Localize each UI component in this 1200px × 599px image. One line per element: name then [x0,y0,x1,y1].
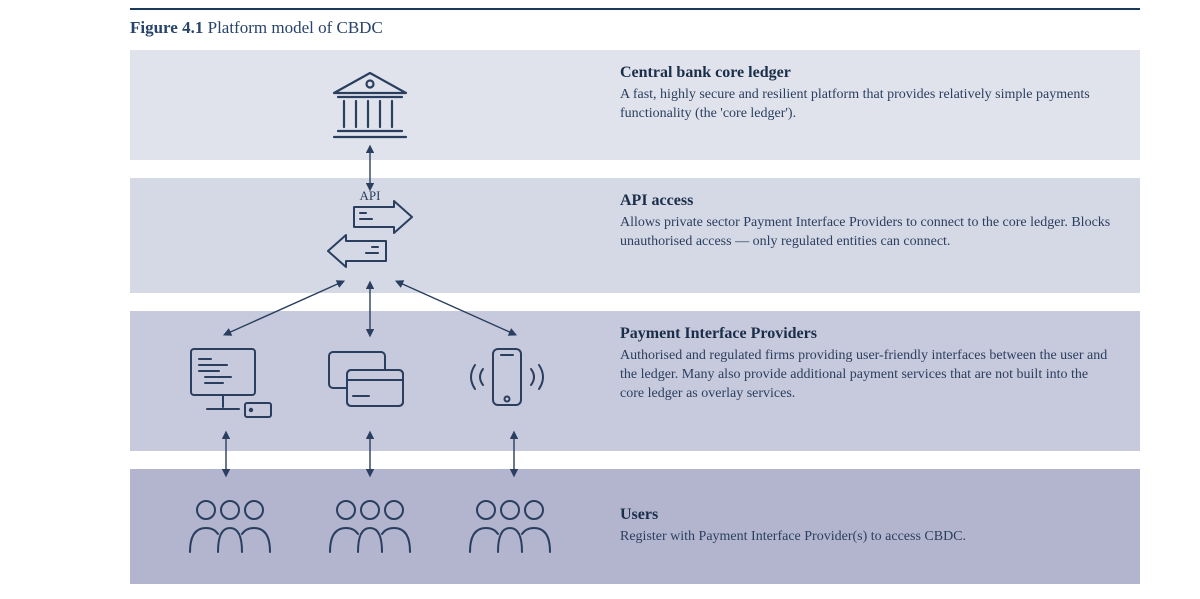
figure-number: Figure 4.1 [130,18,203,37]
desc-users: Register with Payment Interface Provider… [620,528,1112,547]
users-group-icon [320,494,420,560]
figure-rule [130,8,1140,10]
desc-api: Allows private sector Payment Interface … [620,214,1112,252]
figure-title-text: Platform model of CBDC [208,18,383,37]
heading-users: Users [620,506,1112,524]
layers-container: Central bank core ledger A fast, highly … [130,50,1140,579]
api-label-text: API [360,188,381,203]
heading-providers: Payment Interface Providers [620,325,1112,343]
textzone-providers: Payment Interface Providers Authorised a… [610,311,1140,451]
layer-api: API API access Allows private sector Pay… [130,178,1140,293]
iconzone-users [130,469,610,584]
layer-providers: Payment Interface Providers Authorised a… [130,311,1140,451]
iconzone-core [130,50,610,160]
textzone-core: Central bank core ledger A fast, highly … [610,50,1140,160]
desc-core: A fast, highly secure and resilient plat… [620,86,1112,124]
heading-core: Central bank core ledger [620,64,1112,82]
iconzone-providers [130,311,610,451]
figure-title: Figure 4.1 Platform model of CBDC [130,18,383,38]
users-group-icon [180,494,280,560]
computer-icon [183,341,275,421]
layer-core-ledger: Central bank core ledger A fast, highly … [130,50,1140,160]
cards-icon [321,346,411,416]
iconzone-api: API [130,178,610,293]
bank-icon [328,67,412,143]
heading-api: API access [620,192,1112,210]
textzone-api: API access Allows private sector Payment… [610,178,1140,293]
layer-users: Users Register with Payment Interface Pr… [130,469,1140,584]
desc-providers: Authorised and regulated firms providing… [620,347,1112,404]
phone-icon [457,341,557,421]
textzone-users: Users Register with Payment Interface Pr… [610,469,1140,584]
api-icon: API [320,197,420,275]
users-group-icon [460,494,560,560]
